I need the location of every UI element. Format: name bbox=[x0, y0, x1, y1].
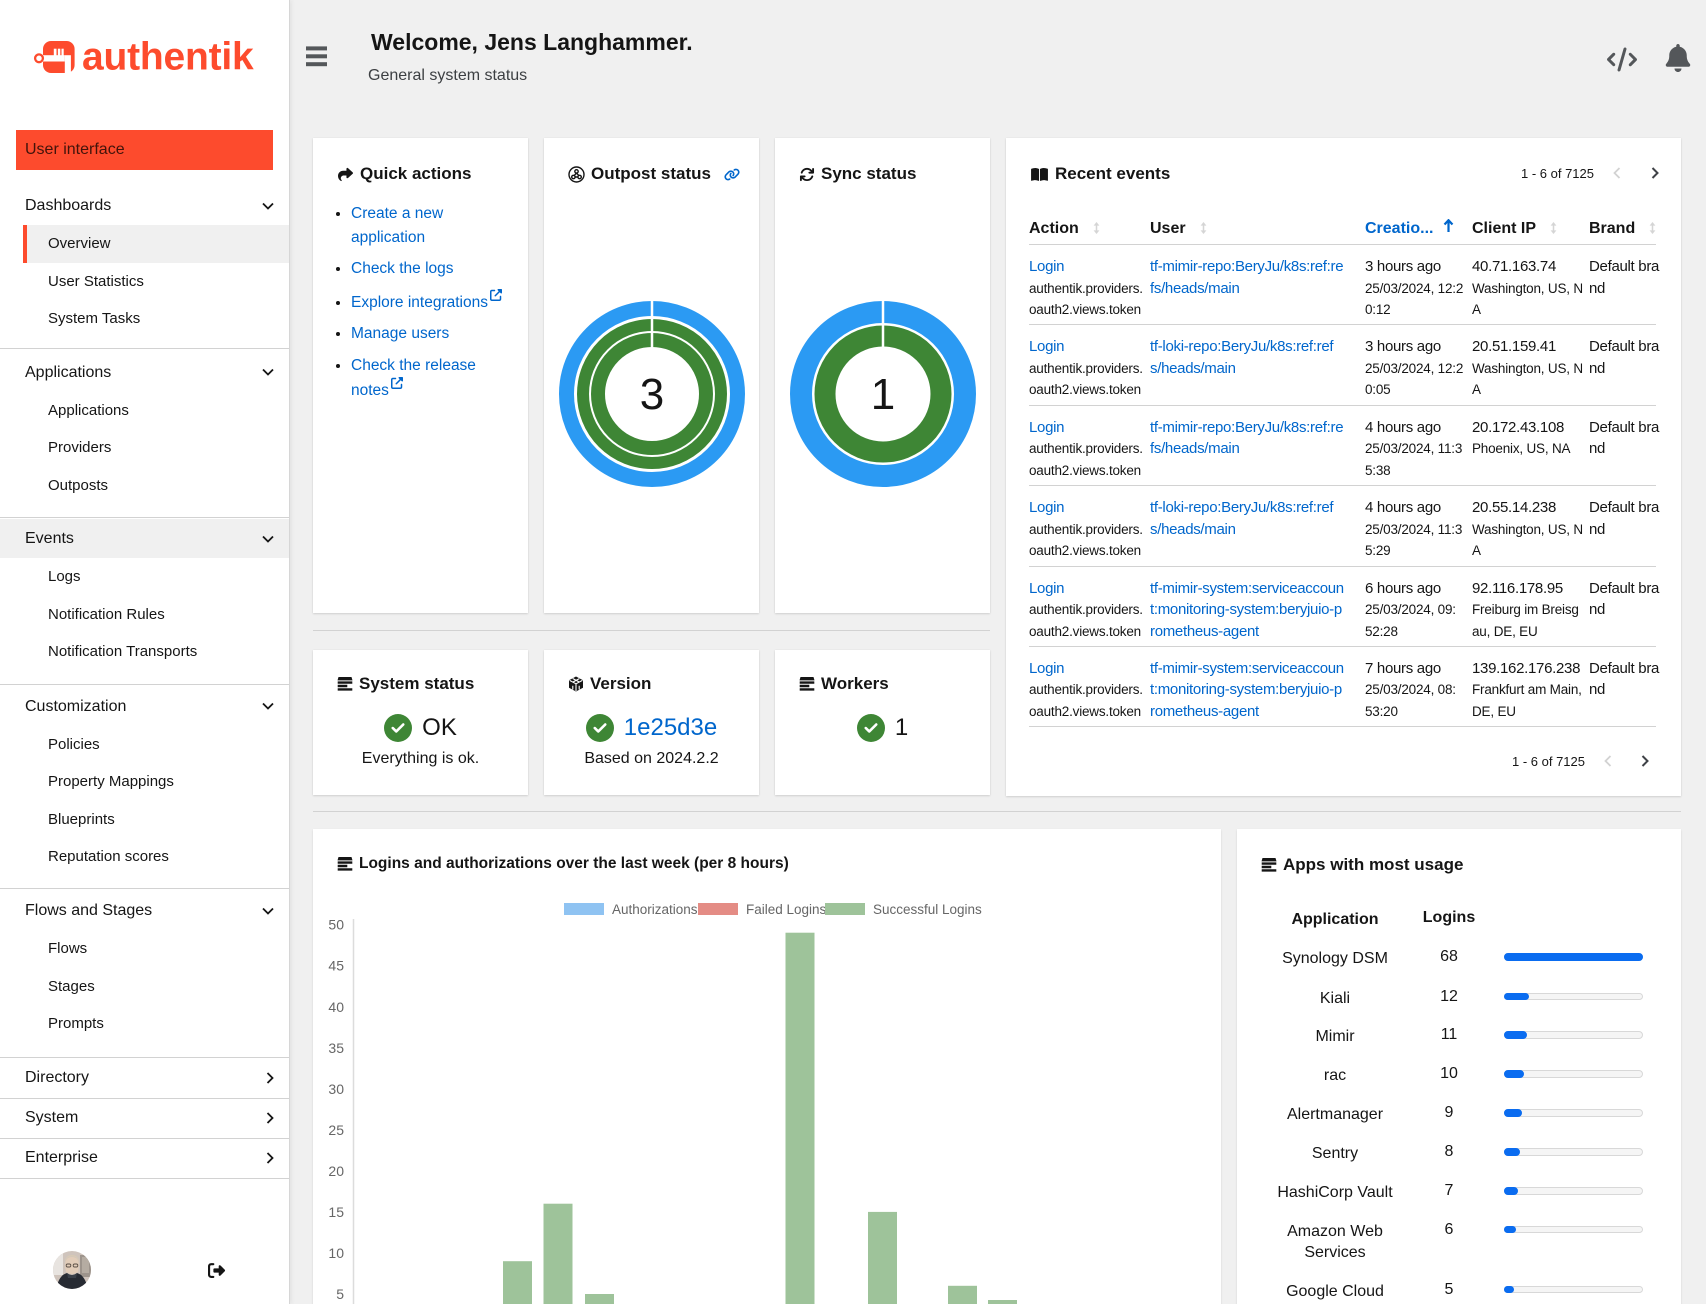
svg-text:25: 25 bbox=[328, 1122, 344, 1138]
svg-text:5: 5 bbox=[336, 1286, 344, 1302]
svg-text:1: 1 bbox=[871, 370, 895, 419]
svg-text:authentik: authentik bbox=[82, 36, 254, 79]
svg-text:30: 30 bbox=[328, 1081, 344, 1097]
svg-text:Successful Logins: Successful Logins bbox=[873, 902, 982, 917]
svg-text:10: 10 bbox=[328, 1245, 344, 1261]
svg-text:Failed Logins: Failed Logins bbox=[746, 902, 827, 917]
svg-text:40: 40 bbox=[328, 999, 344, 1015]
svg-text:15: 15 bbox=[328, 1204, 344, 1220]
svg-text:Authorizations: Authorizations bbox=[612, 902, 698, 917]
svg-text:35: 35 bbox=[328, 1040, 344, 1056]
svg-text:20: 20 bbox=[328, 1163, 344, 1179]
svg-text:3: 3 bbox=[640, 370, 664, 419]
svg-text:45: 45 bbox=[328, 958, 344, 974]
svg-text:50: 50 bbox=[328, 917, 344, 933]
